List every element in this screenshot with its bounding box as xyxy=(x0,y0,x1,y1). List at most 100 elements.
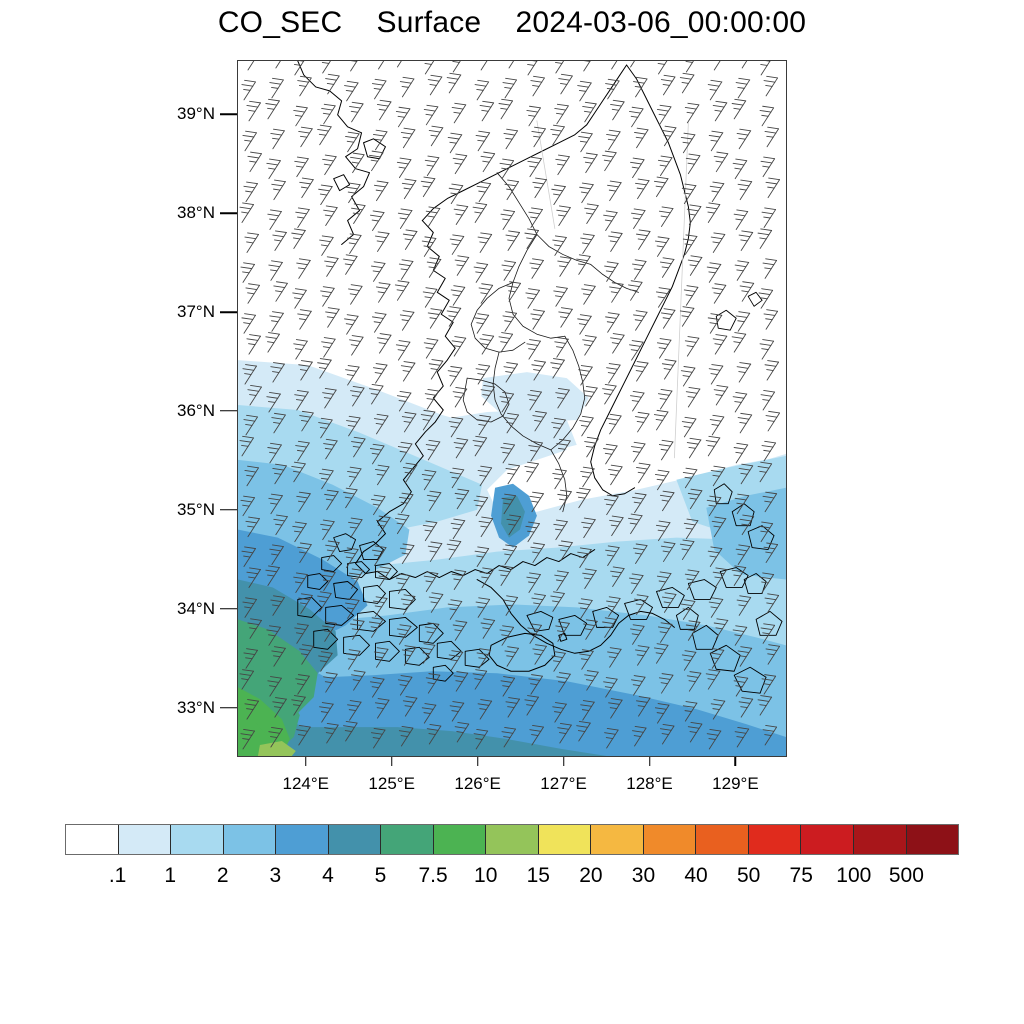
wind-barb xyxy=(245,61,262,71)
wind-barb xyxy=(603,727,621,749)
wind-barb xyxy=(733,208,750,231)
wind-barb xyxy=(398,491,415,514)
colorbar-cell-5 xyxy=(328,825,382,854)
wind-barb xyxy=(682,700,699,722)
wind-barb xyxy=(268,492,285,515)
wind-barb xyxy=(401,644,418,666)
wind-barb xyxy=(631,491,648,514)
wind-barb xyxy=(449,466,466,489)
wind-barb xyxy=(661,124,678,147)
wind-barb xyxy=(321,620,339,642)
wind-barb xyxy=(478,61,495,71)
wind-barb xyxy=(473,261,490,283)
colorbar-tick-40: 40 xyxy=(684,864,708,887)
lon-tick-label-125: 125°E xyxy=(368,774,415,793)
wind-barb xyxy=(399,309,416,331)
wind-barb xyxy=(396,623,413,645)
wind-barb xyxy=(394,61,411,68)
wind-barb xyxy=(527,622,544,644)
wind-barb xyxy=(323,722,341,744)
wind-barb xyxy=(658,205,675,228)
wind-barb xyxy=(528,673,545,695)
lon-tick-label-126: 126°E xyxy=(454,774,501,793)
wind-barb xyxy=(272,696,289,718)
wind-barb xyxy=(660,307,677,329)
wind-barb xyxy=(266,624,283,646)
wind-barb xyxy=(761,206,778,229)
wind-barb xyxy=(655,519,672,542)
wind-barb xyxy=(583,669,601,691)
colorbar-cell-14 xyxy=(801,825,854,854)
wind-barb xyxy=(427,307,444,329)
wind-barb xyxy=(266,157,283,180)
wind-barb xyxy=(679,72,696,94)
colorbar-tick-75: 75 xyxy=(789,864,813,887)
wind-barb xyxy=(632,542,649,565)
lon-tick-mark-124 xyxy=(305,757,307,766)
wind-barb xyxy=(343,546,360,569)
wind-barb xyxy=(631,258,648,280)
wind-barb xyxy=(737,178,754,201)
wind-barb xyxy=(713,617,730,639)
wind-barb xyxy=(426,723,443,745)
wind-barb xyxy=(370,727,387,749)
wind-barb xyxy=(576,313,594,335)
lat-tick-mark-36 xyxy=(220,410,237,412)
wind-barb xyxy=(657,388,674,410)
wind-barb xyxy=(630,207,647,230)
wind-barb xyxy=(290,694,308,716)
wind-barb xyxy=(371,544,388,567)
wind-barb xyxy=(295,257,313,279)
wind-barb xyxy=(575,720,593,742)
wind-barb xyxy=(555,671,573,693)
wind-barb xyxy=(634,177,651,200)
wind-barb xyxy=(244,231,261,253)
wind-barb xyxy=(761,439,778,462)
wind-barb xyxy=(524,227,541,249)
wind-barb xyxy=(713,150,730,173)
wind-barb xyxy=(710,231,727,253)
colorbar-tick-2: 2 xyxy=(216,864,229,887)
wind-barb xyxy=(324,73,342,95)
wind-barb xyxy=(348,100,365,123)
wind-barb xyxy=(711,282,728,304)
wind-barb xyxy=(324,306,342,328)
wind-barb xyxy=(371,78,388,100)
wind-barb xyxy=(732,624,749,646)
wind-barb xyxy=(292,104,310,127)
wind-barb xyxy=(298,176,316,199)
wind-barb xyxy=(686,670,703,692)
wind-barb xyxy=(342,720,359,742)
wind-barb xyxy=(347,61,364,72)
wind-barb xyxy=(273,280,290,302)
wind-barb xyxy=(506,513,523,536)
wind-barb xyxy=(628,339,645,361)
wind-barb xyxy=(446,305,463,327)
wind-barb xyxy=(420,175,437,198)
wind-barb xyxy=(528,206,545,229)
wind-barb xyxy=(292,571,310,593)
wind-barb xyxy=(240,728,257,750)
wind-barb xyxy=(506,61,523,69)
wind-barb xyxy=(763,75,780,97)
wind-barb xyxy=(738,462,755,485)
wind-barb xyxy=(347,516,364,539)
wind-barb xyxy=(478,515,495,538)
wind-barb xyxy=(500,441,517,464)
wind-barb xyxy=(687,254,704,276)
wind-barb xyxy=(629,390,646,412)
wind-barb xyxy=(479,99,496,122)
wind-barb xyxy=(499,157,516,180)
wind-barb xyxy=(656,103,673,126)
wind-barb xyxy=(634,644,651,666)
wind-barb xyxy=(369,442,386,465)
wind-barb xyxy=(629,623,646,645)
wind-barb xyxy=(476,414,493,436)
lon-tick-mark-129 xyxy=(734,757,737,766)
wind-barb xyxy=(581,100,599,123)
wind-barb xyxy=(682,233,699,255)
colorbar-cell-15 xyxy=(853,825,907,854)
wind-barb xyxy=(686,203,703,226)
wind-barb xyxy=(498,564,515,587)
wind-barb xyxy=(607,230,624,252)
